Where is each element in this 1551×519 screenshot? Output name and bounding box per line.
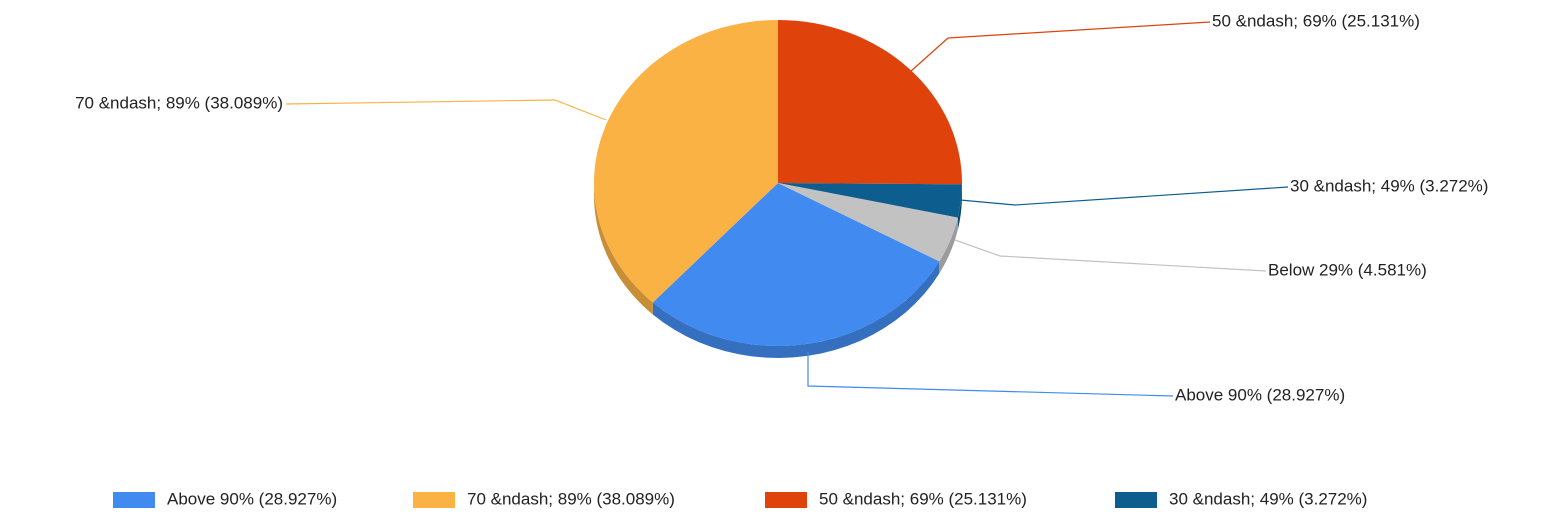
legend-label: 70 &ndash; 89% (38.089%): [467, 489, 675, 508]
callout-line: [959, 186, 1289, 206]
pie-slice: [778, 183, 962, 218]
callout-line: [954, 239, 1267, 272]
pie-side: [957, 184, 962, 230]
legend-label: Above 90% (28.927%): [167, 489, 337, 508]
legend-label: 50 &ndash; 69% (25.131%): [819, 489, 1027, 508]
legend-swatch: [413, 492, 455, 508]
callout-line: [807, 352, 1174, 397]
pie-slice: [778, 20, 962, 185]
pie-side: [652, 261, 940, 358]
legend-swatch: [765, 492, 807, 508]
legend-swatch: [113, 492, 155, 508]
legend-label: 30 &ndash; 49% (3.272%): [1169, 489, 1367, 508]
pie-slice: [778, 183, 958, 262]
pie-side: [939, 217, 958, 274]
data-label: 70 &ndash; 89% (38.089%): [75, 93, 283, 112]
data-label: 30 &ndash; 49% (3.272%): [1290, 176, 1488, 195]
callout-line: [909, 21, 1211, 73]
pie-side: [594, 183, 653, 315]
data-label: Below 29% (4.581%): [1268, 260, 1427, 279]
pie-slice: [652, 183, 940, 347]
data-label: 50 &ndash; 69% (25.131%): [1212, 11, 1420, 30]
legend-swatch: [1115, 492, 1157, 508]
pie-slice: [594, 20, 778, 303]
callout-line: [285, 99, 607, 121]
data-label: Above 90% (28.927%): [1175, 385, 1345, 404]
